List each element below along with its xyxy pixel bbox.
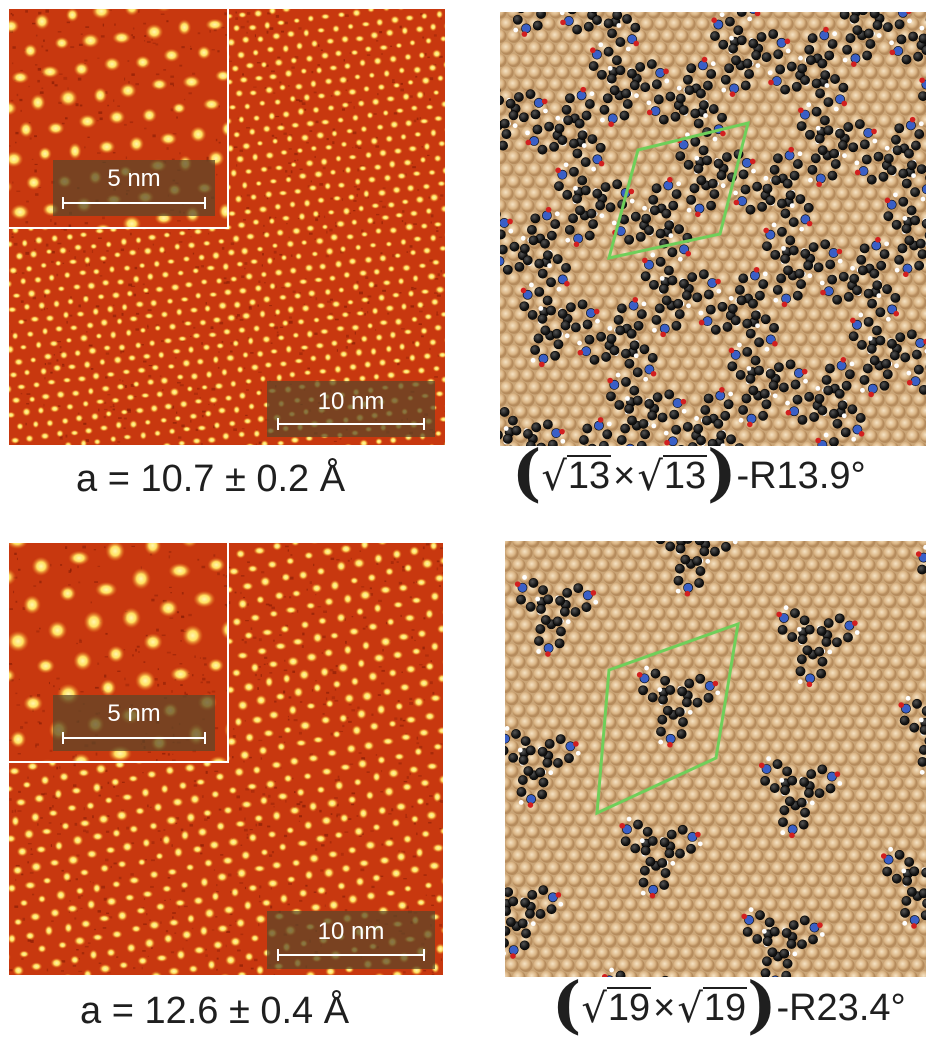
adsorption-model (505, 541, 926, 977)
right-paren: ) (747, 974, 776, 1036)
inset-scale-bar (62, 737, 206, 739)
stm-image-bottom: 5 nm 10 nm (9, 543, 443, 975)
molecular-model-top (500, 12, 926, 446)
sqrt-term-a: √19 (581, 987, 651, 1029)
sqrt-term-b: √13 (637, 455, 707, 497)
main-scale-label-box: 10 nm (267, 381, 435, 437)
inset-scale-label-box: 5 nm (53, 160, 215, 216)
sqrt-term-a: √13 (541, 455, 611, 497)
lattice-constant-caption-top: a = 10.7 ± 0.2 Å (76, 458, 345, 501)
main-scale-bar (277, 423, 425, 425)
adsorption-model (500, 12, 926, 446)
left-paren: ( (552, 974, 581, 1036)
superstructure-notation-top: ( √13 × √13 ) -R13.9° (512, 448, 866, 504)
main-scale-bar (277, 954, 425, 956)
lattice-constant-caption-bottom: a = 12.6 ± 0.4 Å (80, 990, 349, 1033)
rotation-angle: -R23.4° (776, 987, 905, 1030)
inset-scale-label-box: 5 nm (53, 695, 215, 751)
left-paren: ( (512, 442, 541, 504)
inset-scale-label: 5 nm (53, 166, 215, 192)
stm-zoom-inset: 5 nm (9, 9, 229, 229)
sqrt-term-b: √19 (677, 987, 747, 1029)
main-scale-label-box: 10 nm (267, 911, 435, 969)
right-paren: ) (707, 442, 736, 504)
rotation-angle: -R13.9° (736, 455, 865, 498)
main-scale-label: 10 nm (267, 919, 435, 945)
stm-image-top: 5 nm 10 nm (9, 9, 445, 445)
main-scale-label: 10 nm (267, 389, 435, 415)
superstructure-notation-bottom: ( √19 × √19 ) -R23.4° (552, 980, 906, 1036)
inset-scale-bar (62, 202, 206, 204)
inset-scale-label: 5 nm (53, 701, 215, 727)
stm-zoom-inset: 5 nm (9, 543, 229, 763)
molecular-model-bottom (505, 541, 926, 977)
